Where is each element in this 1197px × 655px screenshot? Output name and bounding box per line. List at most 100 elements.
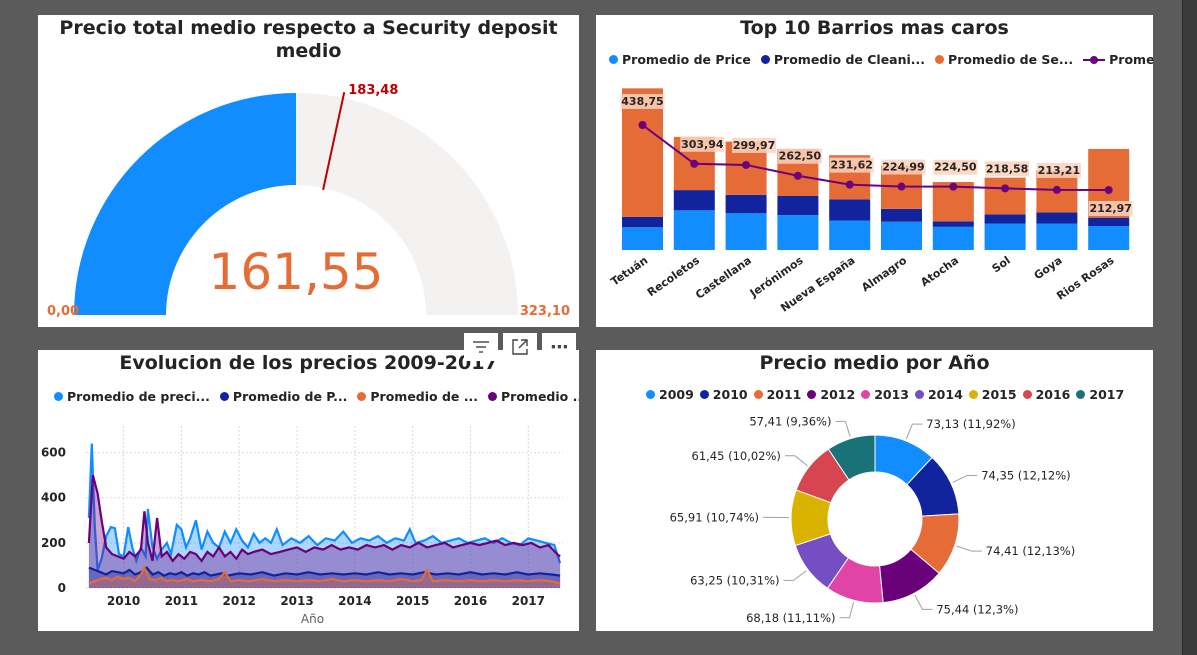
line-point[interactable] (793, 171, 802, 180)
evolucion-title: Evolucion de los precios 2009-2017 (119, 352, 498, 374)
bar-segment-0[interactable] (673, 210, 715, 250)
legend-label: Promedio de Se... (948, 52, 1074, 67)
line-point[interactable] (690, 159, 699, 168)
anio-visual[interactable]: Precio medio por Año 2009 2010 2011 2012 201… (596, 350, 1153, 631)
legend-item-de[interactable]: Promedio de ... (357, 389, 478, 404)
bar-segment-1[interactable] (881, 208, 922, 222)
data-label-bg (829, 157, 874, 173)
legend-item-cleaning[interactable]: Promedio de Cleani... (760, 52, 925, 67)
bar-segment-0[interactable] (984, 223, 1026, 250)
bar-segment-0[interactable] (622, 227, 663, 250)
bar-segment-1[interactable] (622, 216, 663, 228)
focus-mode-icon (512, 339, 528, 355)
legend-dot (54, 392, 63, 401)
evolucion-visual[interactable]: Evolucion de los precios 2009-2017 Prome… (38, 350, 579, 631)
donut-slice-2017[interactable] (827, 434, 876, 481)
more-options-button[interactable]: ⋯ (542, 333, 577, 361)
x-tick-label: 2017 (512, 594, 545, 608)
leader-line (839, 602, 854, 619)
bar-segment-0[interactable] (777, 215, 819, 250)
legend-item-2009[interactable]: 2009 (646, 387, 694, 402)
bar-segment-0[interactable] (881, 221, 922, 250)
legend-dot (753, 390, 763, 399)
slice-label: 74,41 (12,13%) (986, 544, 1075, 558)
focus-mode-button[interactable] (502, 333, 537, 361)
gauge-visual[interactable]: Precio total medio respecto a Security d… (38, 15, 579, 327)
line-point[interactable] (845, 180, 854, 189)
line-point[interactable] (638, 121, 647, 129)
bar-segment-2[interactable] (984, 177, 1026, 215)
y-tick-label: 0 (58, 581, 66, 595)
bar-segment-0[interactable] (932, 226, 974, 250)
bar-segment-0[interactable] (829, 220, 871, 250)
data-label-bg (881, 159, 926, 175)
legend-line-marker (1083, 55, 1106, 64)
slice-label: 75,44 (12,3%) (936, 602, 1018, 616)
legend-item-2010[interactable]: 2010 (699, 387, 748, 402)
legend-label: 2014 (927, 387, 963, 402)
bar-segment-1[interactable] (725, 194, 767, 214)
line-point[interactable] (742, 160, 751, 169)
bar-segment-0[interactable] (725, 213, 767, 250)
legend-item-2016[interactable]: 2016 (1022, 387, 1070, 402)
data-label-bg (933, 159, 978, 175)
legend-item-2014[interactable]: 2014 (914, 387, 963, 402)
x-tick-label: 2014 (338, 594, 371, 608)
top10-visual[interactable]: Top 10 Barrios mas caros Promedio de Pri… (596, 15, 1153, 327)
legend-item-price[interactable]: Promedio de Price (609, 52, 751, 67)
legend-item-security[interactable]: Promedio de Se... (935, 52, 1073, 67)
series-area (88, 475, 561, 588)
line-point[interactable] (897, 182, 906, 191)
legend-dot (609, 55, 618, 64)
line-point[interactable] (1001, 184, 1010, 193)
bar-segment-1[interactable] (932, 221, 974, 227)
data-label: 231,62 (830, 159, 872, 172)
bar-segment-1[interactable] (1036, 212, 1078, 224)
data-label: 218,58 (986, 162, 1028, 175)
bar-segment-2[interactable] (622, 88, 663, 217)
legend-item-2013[interactable]: 2013 (861, 387, 909, 402)
total-line (641, 124, 1109, 191)
gauge-title: Precio total medio respecto a Security d… (38, 17, 579, 63)
legend-item-p[interactable]: Promedio de P... (219, 389, 347, 404)
bar-segment-0[interactable] (1088, 226, 1130, 250)
legend-item-2015[interactable]: 2015 (968, 387, 1017, 402)
x-tick-label: 2012 (223, 594, 256, 608)
legend-label: Promedio de ... (370, 389, 479, 404)
legend-item-precio[interactable]: Promedio de preci... (54, 389, 210, 404)
legend-item-2017[interactable]: 2017 (1076, 387, 1124, 402)
bar-segment-1[interactable] (829, 199, 871, 221)
bar-segment-1[interactable] (673, 190, 715, 211)
legend-item-promedio[interactable]: Promedio ... (488, 389, 579, 404)
legend-item-2011[interactable]: 2011 (753, 387, 802, 402)
series-line[interactable] (87, 443, 562, 571)
top10-title: Top 10 Barrios mas caros (740, 17, 1009, 39)
x-tick-label: Atocha (918, 254, 961, 289)
legend-item-2012[interactable]: 2012 (807, 387, 855, 402)
x-tick-label: Tetuán (608, 254, 650, 289)
line-point[interactable] (1104, 186, 1113, 194)
gauge-min-label: 0,00 (47, 304, 79, 319)
legend-label: Promedio de preci... (67, 389, 210, 404)
slice-label: 65,91 (10,74%) (670, 510, 759, 524)
bar-segment-1[interactable] (1088, 217, 1130, 227)
line-point[interactable] (949, 182, 958, 191)
slice-label: 61,45 (10,02%) (692, 449, 781, 463)
line-point[interactable] (1052, 185, 1061, 194)
legend-label: 2013 (874, 387, 909, 402)
series-line[interactable] (88, 565, 561, 585)
legend-dot (935, 55, 945, 64)
canvas-right-margin (1183, 0, 1197, 655)
series-line[interactable] (87, 474, 561, 563)
bar-segment-1[interactable] (984, 214, 1026, 224)
bar-segment-0[interactable] (1036, 223, 1078, 250)
filter-button[interactable] (463, 333, 498, 361)
legend-label: Promedio de Price (622, 52, 751, 67)
legend-label: 2011 (766, 387, 802, 402)
bar-segment-1[interactable] (777, 195, 819, 216)
legend-dot (1022, 390, 1032, 399)
gauge-target-label: 183,48 (348, 83, 398, 98)
legend-dot (699, 390, 709, 399)
legend-item-total[interactable]: Promedio d... (1083, 52, 1153, 67)
gauge-chart: 183,48 161,55 0,00 323,10 (47, 83, 570, 319)
